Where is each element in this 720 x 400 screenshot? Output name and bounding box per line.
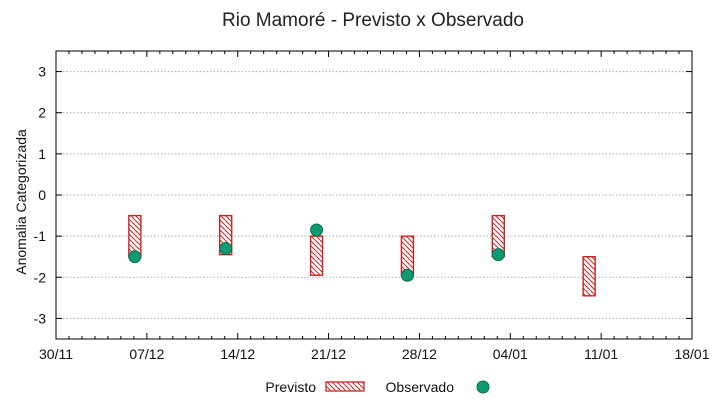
x-tick-label: 18/01 <box>674 346 709 362</box>
x-axis: 30/11 07/12 14/12 21/12 28/12 04/01 11/01 18/01 <box>39 51 710 362</box>
observado-series <box>128 223 505 282</box>
y-tick-label: 1 <box>38 146 46 162</box>
x-tick-label: 04/01 <box>493 346 528 362</box>
chart-title: Rio Mamoré - Previsto x Observado <box>222 10 524 31</box>
legend-label-previsto: Previsto <box>265 379 316 395</box>
legend: Previsto Observado <box>265 379 490 395</box>
y-tick-label: -1 <box>34 228 47 244</box>
legend-label-observado: Observado <box>386 379 455 395</box>
previsto-series <box>128 214 596 297</box>
x-tick-label: 11/01 <box>584 346 618 362</box>
y-tick-label: -3 <box>34 310 47 326</box>
y-axis: -3 -2 -1 0 1 2 3 <box>34 64 692 326</box>
x-tick-label: 07/12 <box>129 346 164 362</box>
legend-swatch-previsto <box>325 381 365 392</box>
y-tick-label: -2 <box>34 269 47 285</box>
x-tick-label: 28/12 <box>402 346 437 362</box>
y-tick-label: 3 <box>38 64 46 80</box>
y-axis-label: Anomalia Categorizada <box>13 129 29 275</box>
observado-point <box>219 241 233 255</box>
observado-point <box>400 268 414 282</box>
grid <box>56 71 692 319</box>
y-tick-label: 0 <box>38 187 46 203</box>
x-tick-label: 30/11 <box>39 346 73 362</box>
observado-point <box>491 248 505 262</box>
previsto-box <box>582 256 596 297</box>
observado-point <box>128 250 142 264</box>
previsto-box <box>309 235 324 276</box>
x-tick-label: 21/12 <box>311 346 346 362</box>
x-tick-label: 14/12 <box>220 346 255 362</box>
legend-swatch-observado <box>476 380 490 394</box>
y-tick-label: 2 <box>38 105 46 121</box>
observado-point <box>310 223 324 237</box>
